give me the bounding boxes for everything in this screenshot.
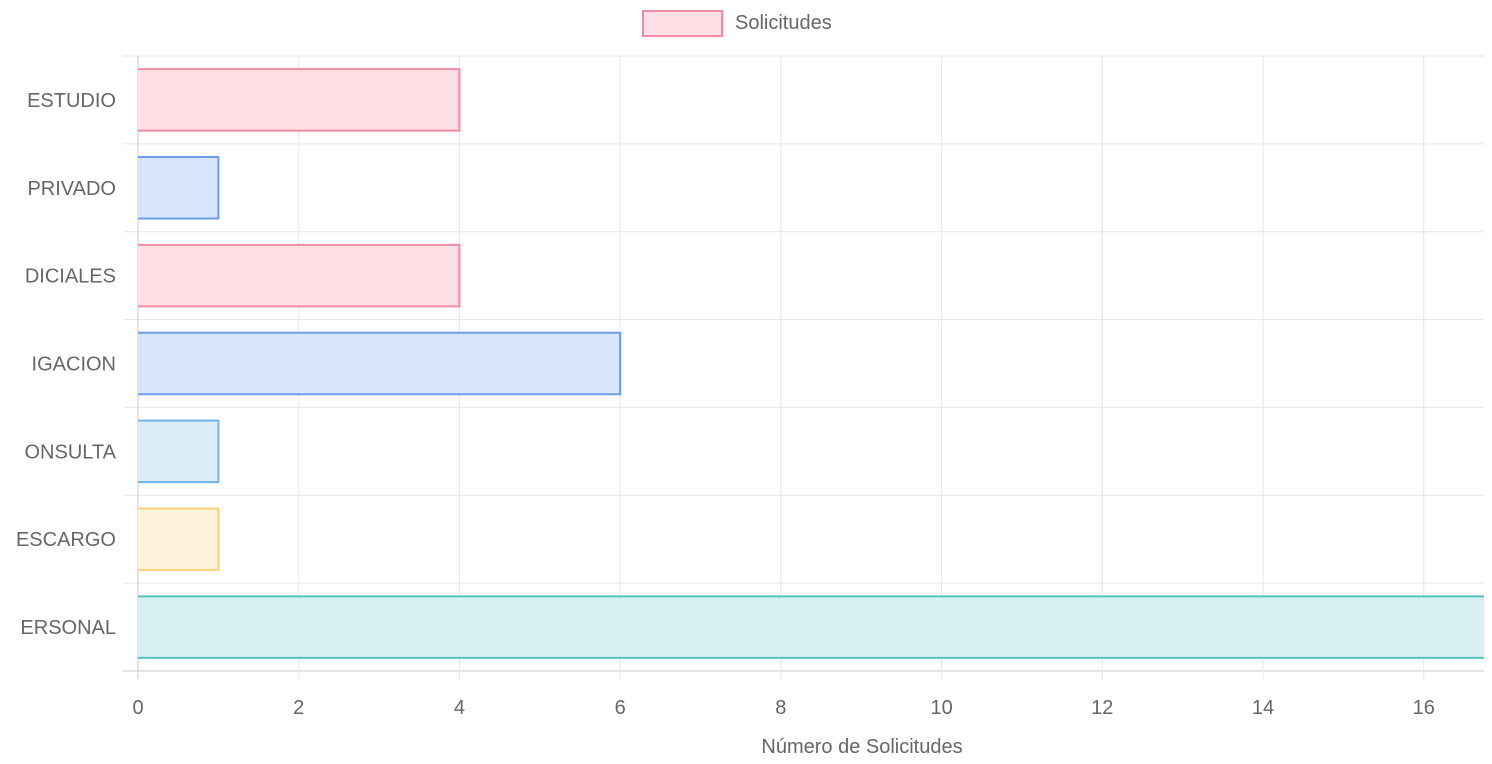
- x-tick-label: 14: [1252, 697, 1274, 719]
- x-tick-label: 10: [930, 697, 952, 719]
- bar: [138, 421, 218, 483]
- x-tick-label: 6: [615, 697, 626, 719]
- x-tick-label: 12: [1091, 697, 1113, 719]
- y-tick-label: ESTUDIO: [27, 90, 116, 112]
- y-tick-label: IGACION: [32, 354, 116, 376]
- x-tick-label: 4: [454, 697, 465, 719]
- x-tick-label: 16: [1413, 697, 1435, 719]
- legend[interactable]: Solicitudes: [643, 11, 832, 36]
- x-tick-label: 2: [293, 697, 304, 719]
- y-tick-label: PRIVADO: [27, 178, 116, 200]
- bar: [138, 596, 1484, 658]
- legend-label[interactable]: Solicitudes: [735, 12, 832, 34]
- bar: [138, 508, 218, 570]
- y-tick-label: ESCARGO: [16, 529, 116, 551]
- legend-swatch[interactable]: [643, 11, 722, 36]
- x-tick-label: 8: [775, 697, 786, 719]
- bar: [138, 333, 620, 395]
- bar: [138, 69, 459, 131]
- y-tick-label: ERSONAL: [20, 617, 116, 639]
- y-tick-label: ONSULTA: [25, 441, 117, 463]
- bar: [138, 157, 218, 219]
- x-axis-title: Número de Solicitudes: [761, 736, 962, 758]
- bars-layer: [138, 69, 1484, 658]
- y-tick-label: DICIALES: [25, 266, 116, 288]
- x-tick-label: 0: [132, 697, 143, 719]
- bar: [138, 245, 459, 307]
